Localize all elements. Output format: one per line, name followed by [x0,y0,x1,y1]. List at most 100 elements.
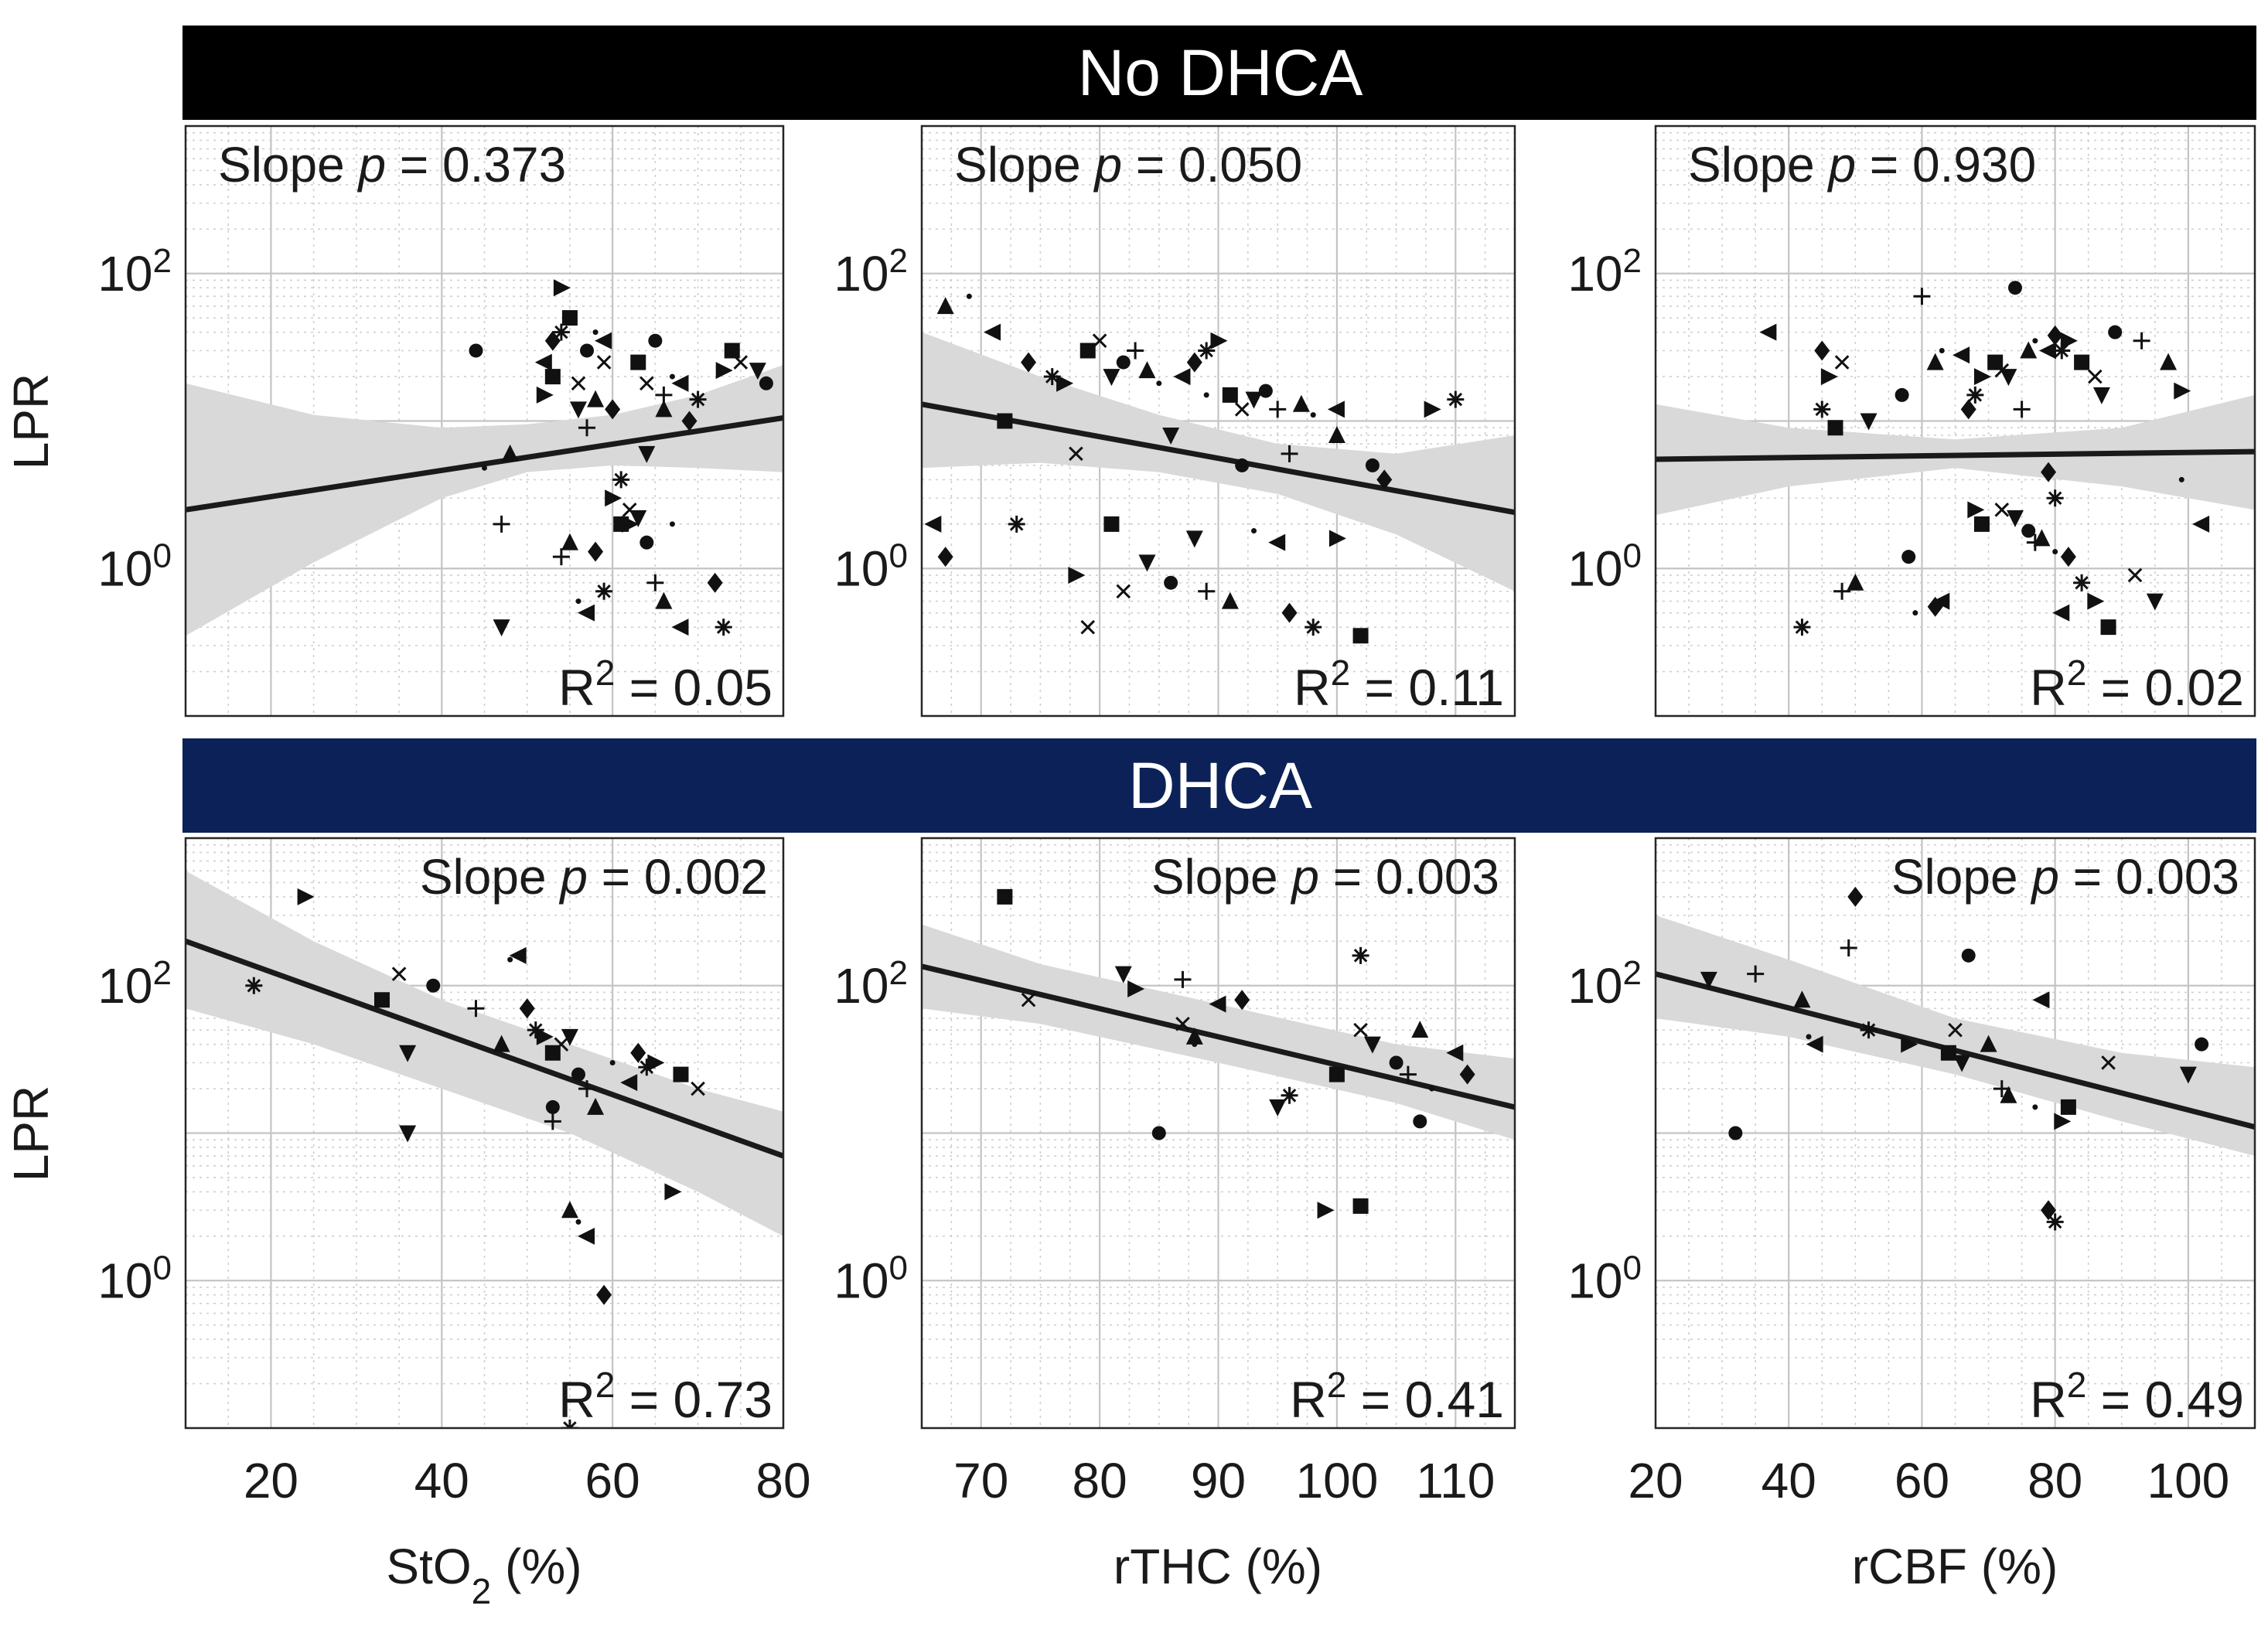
slope-annotation: Slope p = 0.930 [1688,137,2036,193]
data-point [1365,458,1380,472]
data-point [1008,515,1025,533]
panel-no-dhca-sto2: 100 102 Slope p = 0.373 R2 = 0.05 [97,124,785,718]
data-point [1912,610,1918,616]
data-points [997,888,1475,1219]
data-point [1203,392,1209,398]
data-point [1747,965,1765,983]
data-point [1447,390,1465,408]
data-point [501,444,519,462]
data-point [1860,413,1877,431]
data-point [671,374,689,392]
data-point [966,293,972,299]
data-point [1175,1016,1190,1031]
data-point [1446,1044,1464,1062]
ytick-label: 100 [97,1249,172,1309]
data-point [1973,368,1991,386]
data-point [1281,445,1298,462]
data-point [2133,332,2150,349]
data-point [1813,401,1831,418]
data-point [1961,948,1976,963]
data-point [493,619,510,637]
data-point [629,510,647,527]
slope-annotation: Slope p = 0.003 [1151,849,1499,905]
data-point [1269,1099,1287,1116]
section-header-dhca-bar [182,738,2256,833]
data-points [245,888,705,1428]
data-point [1793,619,1811,636]
panel-dhca-rthc: 100 102 70 80 90 100 110 Slope p = 0.003 R2 = 0.… [834,837,1516,1508]
data-point [399,1045,417,1062]
xtick-label: 20 [244,1453,298,1508]
data-point [561,1028,578,1046]
confidence-band [922,332,1515,591]
confidence-band [186,364,783,636]
data-point [297,888,315,905]
data-point [534,353,552,371]
data-point [544,1113,561,1130]
data-point [1980,1035,1997,1052]
data-point [1174,970,1192,988]
data-point [613,516,629,532]
data-point [1103,516,1120,532]
data-point [1847,573,1864,591]
data-point [759,376,773,390]
data-point [1820,368,1838,386]
data-point [1068,566,1086,584]
data-point [2046,489,2064,507]
data-point [2013,401,2031,418]
data-point [571,1067,585,1082]
data-point [639,535,654,550]
data-point [580,343,595,358]
data-point [1116,355,1131,370]
data-point [1847,886,1864,907]
data-point [630,1042,646,1063]
data-point [2041,462,2057,482]
data-point [561,310,578,326]
data-point [669,521,675,527]
data-point [2060,547,2076,568]
data-point [1700,971,1717,989]
data-point [561,533,578,551]
data-point [2032,1104,2038,1110]
data-point [1913,288,1931,305]
data-point [1926,353,1944,370]
data-point [2178,476,2184,482]
data-point [2108,325,2123,339]
fit-layer [1656,394,2255,516]
data-point [1376,469,1393,490]
data-point [1317,1202,1335,1219]
regression-line [922,401,1515,516]
section-header-dhca-label: DHCA [1128,749,1312,822]
axes-frame [1654,124,2256,718]
data-point [578,1080,596,1098]
data-point [1268,533,1286,551]
data-point [519,998,535,1019]
fit-layer [922,332,1515,591]
data-point [536,1028,554,1045]
data-point [1353,1022,1368,1038]
panel-dhca-rcbf: 100 102 20 40 60 80 100 Slope p = 0.003 R2 = 0.4… [1567,837,2256,1508]
data-point [2160,353,2178,370]
data-point [655,400,673,418]
ytick-label: 100 [1567,1249,1642,1309]
section-header-no-dhca-label: No DHCA [1078,36,1363,109]
data-point [1967,501,1985,519]
data-point [1210,332,1228,349]
slope-annotation: Slope p = 0.373 [218,137,566,193]
data-point [1728,1126,1743,1140]
data-point [1939,347,1945,353]
data-point [561,1201,578,1219]
axes-frame [184,124,785,718]
slope-annotation: Slope p = 0.003 [1891,849,2239,905]
data-point [1806,1034,1812,1040]
data-point [924,515,942,533]
data-point [595,582,613,600]
data-point [984,323,1001,341]
data-point [638,1058,656,1076]
data-point [612,471,630,489]
xlabel-sto2: StO2 (%) [386,1539,581,1611]
data-point [2052,549,2058,555]
data-point [1994,503,2010,517]
section-header-no-dhca-bar [182,26,2256,120]
